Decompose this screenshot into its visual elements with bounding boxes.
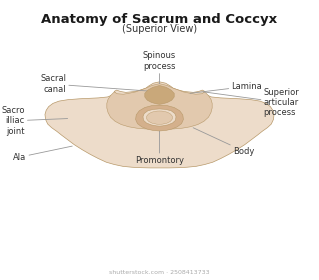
Text: shutterstock.com · 2508413733: shutterstock.com · 2508413733 xyxy=(109,270,210,275)
Text: Spinous
process: Spinous process xyxy=(143,52,176,84)
Text: Sacro
illiac
joint: Sacro illiac joint xyxy=(1,106,68,136)
Polygon shape xyxy=(45,82,274,168)
Text: Superior
articular
process: Superior articular process xyxy=(204,88,299,117)
Ellipse shape xyxy=(146,111,173,124)
Text: Lamina: Lamina xyxy=(190,82,262,93)
Text: Body: Body xyxy=(193,128,254,156)
Text: Ala: Ala xyxy=(13,146,72,162)
Text: Sacral
canal: Sacral canal xyxy=(40,74,148,94)
Text: Promontory: Promontory xyxy=(135,129,184,165)
Text: Anatomy of Sacrum and Coccyx: Anatomy of Sacrum and Coccyx xyxy=(41,13,278,25)
Polygon shape xyxy=(136,105,183,131)
Text: (Superior View): (Superior View) xyxy=(122,24,197,34)
Polygon shape xyxy=(143,109,176,126)
Polygon shape xyxy=(107,84,212,129)
Polygon shape xyxy=(145,85,174,104)
